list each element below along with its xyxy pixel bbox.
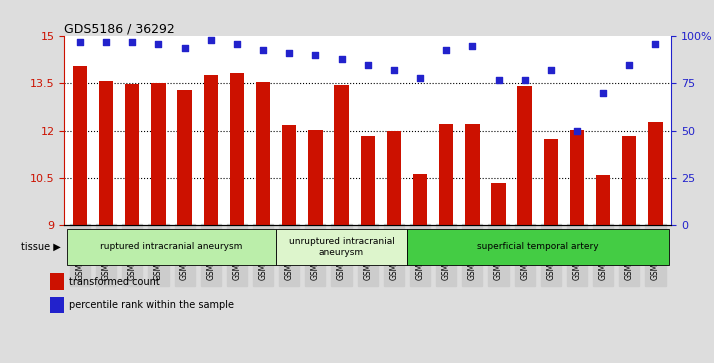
- Bar: [413, 174, 427, 225]
- Point: [336, 56, 347, 62]
- Bar: [543, 139, 558, 225]
- Bar: [308, 130, 323, 225]
- Bar: [230, 73, 244, 225]
- Text: percentile rank within the sample: percentile rank within the sample: [69, 301, 234, 310]
- Bar: [648, 122, 663, 225]
- Point: [650, 41, 661, 47]
- Point: [205, 37, 216, 43]
- Point: [388, 68, 400, 73]
- Point: [362, 62, 373, 68]
- Point: [623, 62, 635, 68]
- Bar: [334, 85, 348, 225]
- Bar: [491, 183, 506, 225]
- Point: [545, 68, 556, 73]
- Bar: [50, 297, 64, 313]
- Point: [126, 39, 138, 45]
- Bar: [439, 125, 453, 225]
- Bar: [151, 83, 166, 225]
- Text: transformed count: transformed count: [69, 277, 160, 287]
- Bar: [99, 81, 114, 225]
- Bar: [177, 90, 192, 225]
- Text: GDS5186 / 36292: GDS5186 / 36292: [64, 22, 175, 35]
- Text: ruptured intracranial aneurysm: ruptured intracranial aneurysm: [101, 242, 243, 251]
- Point: [414, 75, 426, 81]
- Point: [231, 41, 243, 47]
- Point: [283, 50, 295, 56]
- Point: [493, 77, 504, 83]
- Bar: [387, 131, 401, 225]
- Point: [101, 39, 112, 45]
- Bar: [622, 136, 636, 225]
- Bar: [518, 86, 532, 225]
- Bar: [361, 136, 375, 225]
- Text: unruptured intracranial
aneurysm: unruptured intracranial aneurysm: [288, 237, 395, 257]
- Point: [598, 90, 609, 96]
- Bar: [570, 130, 584, 225]
- Point: [519, 77, 531, 83]
- Bar: [67, 229, 276, 265]
- Text: superficial temporal artery: superficial temporal artery: [477, 242, 598, 251]
- Bar: [596, 175, 610, 225]
- Bar: [125, 85, 139, 225]
- Point: [153, 41, 164, 47]
- Bar: [276, 229, 407, 265]
- Bar: [203, 75, 218, 225]
- Bar: [282, 125, 296, 225]
- Point: [467, 43, 478, 49]
- Point: [310, 52, 321, 58]
- Bar: [407, 229, 668, 265]
- Bar: [50, 273, 64, 290]
- Text: tissue ▶: tissue ▶: [21, 242, 61, 252]
- Bar: [256, 82, 271, 225]
- Point: [74, 39, 86, 45]
- Bar: [465, 125, 480, 225]
- Point: [257, 46, 268, 52]
- Point: [571, 128, 583, 134]
- Bar: [73, 66, 87, 225]
- Point: [441, 46, 452, 52]
- Point: [179, 45, 191, 50]
